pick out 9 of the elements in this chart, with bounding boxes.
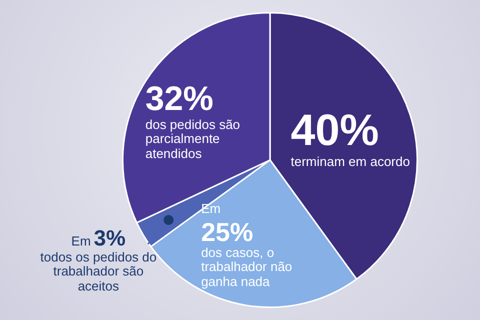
data-label: 40%: [290, 106, 379, 155]
slice-label: terminam em acordo: [290, 154, 411, 170]
slice-label: dos casos, o trabalhador não ganha nada: [201, 245, 294, 289]
text: Em: [71, 233, 91, 248]
data-label: 25%: [201, 216, 254, 246]
slice-label: dos pedidos são parcialmente atendidos: [145, 116, 242, 161]
slice-label: todos os pedidos do trabalhador são aceitos: [39, 250, 158, 294]
data-label: 32%: [145, 79, 214, 118]
data-label: 3%: [94, 225, 126, 250]
